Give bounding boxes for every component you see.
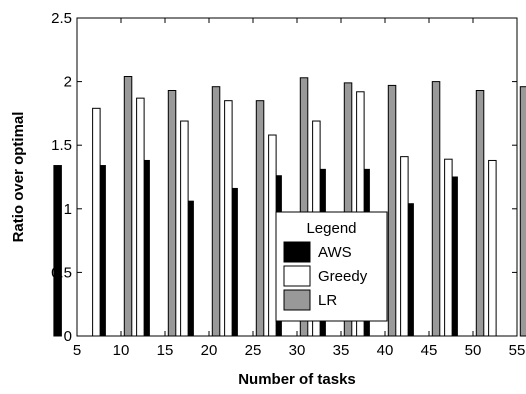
- bar-greedy-5: [92, 107, 101, 337]
- y-tick-label-2: 2: [64, 74, 72, 91]
- y-tick-label-2.5: 2.5: [51, 10, 72, 27]
- bar-aws-5: [53, 165, 62, 337]
- bar-lr-35: [387, 84, 397, 337]
- legend-items: AWS Greedy LR: [283, 241, 368, 311]
- x-tick-label-35: 35: [333, 342, 350, 359]
- x-tick-label-15: 15: [157, 342, 174, 359]
- x-tick-label-40: 40: [377, 342, 394, 359]
- x-tick-label-5: 5: [73, 342, 81, 359]
- bar-greedy-10: [136, 97, 145, 337]
- bar-greedy-15: [180, 120, 189, 337]
- bar-lr-50: [519, 86, 526, 337]
- legend-swatch-greedy: [283, 265, 311, 287]
- x-tick-label-55: 55: [509, 342, 526, 359]
- y-tick-label-1.5: 1.5: [51, 137, 72, 154]
- legend-label-lr: LR: [318, 292, 337, 309]
- bar-lr-40: [431, 81, 441, 337]
- x-tick-label-30: 30: [289, 342, 306, 359]
- x-tick-label-20: 20: [201, 342, 218, 359]
- y-tick-label-0: 0: [64, 328, 72, 345]
- legend-label-aws: AWS: [318, 244, 352, 261]
- legend-label-greedy: Greedy: [318, 268, 368, 285]
- legend-title: Legend: [306, 220, 356, 237]
- x-tick-label-10: 10: [113, 342, 130, 359]
- bar-greedy-40: [400, 156, 409, 337]
- bar-lr-10: [167, 90, 177, 337]
- bar-greedy-25: [268, 134, 277, 337]
- bar-greedy-50: [488, 159, 497, 337]
- x-tick-label-25: 25: [245, 342, 262, 359]
- x-axis-title: Number of tasks: [238, 371, 356, 388]
- bar-lr-45: [475, 90, 485, 337]
- legend-swatch-aws: [283, 241, 311, 263]
- y-tick-label-0.5: 0.5: [51, 264, 72, 281]
- y-axis-title: Ratio over optimal: [10, 112, 27, 243]
- bar-lr-15: [211, 86, 221, 337]
- ticks-layer: 5 10 15 20 25 30 35 40 45 50 55 0 0.5 1 1.5 2 2.5: [51, 10, 525, 359]
- legend: Legend AWS Greedy LR: [275, 211, 388, 322]
- x-tick-label-50: 50: [465, 342, 482, 359]
- bar-lr-5: [123, 76, 133, 337]
- x-tick-label-45: 45: [421, 342, 438, 359]
- bar-lr-20: [255, 100, 265, 337]
- y-tick-label-1: 1: [64, 201, 72, 218]
- bar-greedy-45: [444, 158, 453, 337]
- legend-swatch-lr: [283, 289, 311, 311]
- bar-greedy-20: [224, 100, 233, 337]
